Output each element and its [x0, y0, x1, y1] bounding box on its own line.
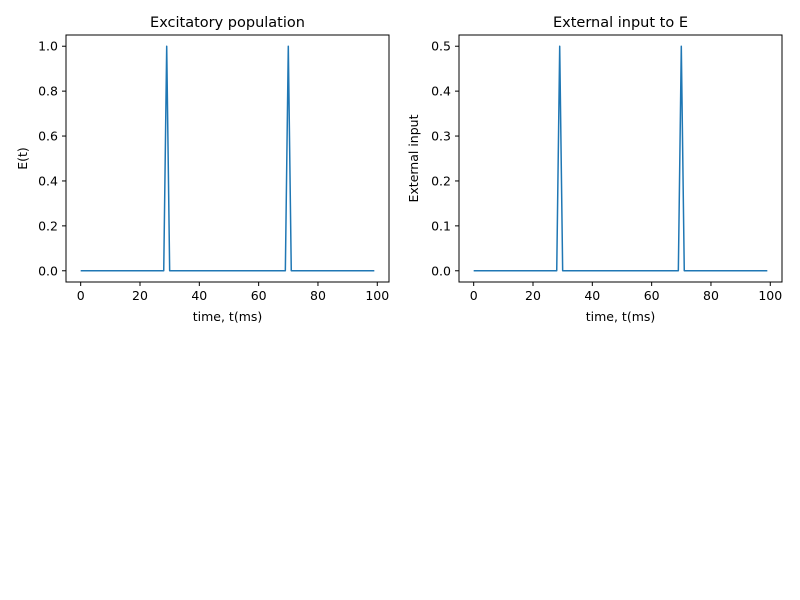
- subplot-external-input: External input to E 0 20 40 60 80 100 0.00.10…: [406, 15, 783, 324]
- y-tick-label: 0.4: [431, 84, 451, 99]
- subplot-excitatory-population: Excitatory population 0 20 40 60 80 100 0.00.…: [15, 15, 390, 324]
- y-tick-label: 1.0: [38, 39, 58, 54]
- axes-frame: [65, 34, 390, 283]
- x-tick-label: 100: [365, 288, 389, 303]
- series-layer: [473, 45, 768, 272]
- x-tick-label: 60: [644, 288, 660, 303]
- y-tick-label: 0.2: [38, 218, 58, 233]
- x-tick-label: 60: [251, 288, 267, 303]
- y-axis-label: E(t): [15, 147, 30, 170]
- chart-title: Excitatory population: [150, 15, 305, 31]
- y-axis-label: External input: [406, 114, 421, 202]
- chart-title: External input to E: [553, 15, 688, 31]
- x-tick-label: 100: [758, 288, 782, 303]
- x-tick-label: 80: [703, 288, 719, 303]
- series-line: [473, 45, 768, 272]
- y-tick-label: 0.5: [431, 39, 451, 54]
- y-tick-label: 0.2: [431, 173, 451, 188]
- series-layer: [80, 45, 375, 272]
- x-tick-label: 40: [191, 288, 207, 303]
- x-axis-label: time, t(ms): [193, 309, 263, 324]
- y-ticks: 0.0 0.1 0.2 0.3 0.4 0.5: [431, 39, 459, 278]
- x-ticks: 0 20 40 60 80 100: [77, 282, 389, 303]
- series-line: [80, 45, 375, 272]
- x-ticks: 0 20 40 60 80 100: [470, 282, 782, 303]
- y-ticks: 0.0 0.2 0.4 0.6 0.8 1.0: [38, 39, 66, 278]
- axes-frame: [458, 34, 783, 283]
- x-tick-label: 80: [310, 288, 326, 303]
- y-tick-label: 0.6: [38, 129, 58, 144]
- y-tick-label: 0.1: [431, 218, 451, 233]
- x-axis-label: time, t(ms): [586, 309, 656, 324]
- y-tick-label: 0.3: [431, 129, 451, 144]
- x-tick-label: 20: [525, 288, 541, 303]
- y-tick-label: 0.0: [431, 263, 451, 278]
- y-tick-label: 0.0: [38, 263, 58, 278]
- x-tick-label: 0: [77, 288, 85, 303]
- y-tick-label: 0.4: [38, 173, 58, 188]
- x-tick-label: 20: [132, 288, 148, 303]
- x-tick-label: 40: [584, 288, 600, 303]
- y-tick-label: 0.8: [38, 84, 58, 99]
- x-tick-label: 0: [470, 288, 478, 303]
